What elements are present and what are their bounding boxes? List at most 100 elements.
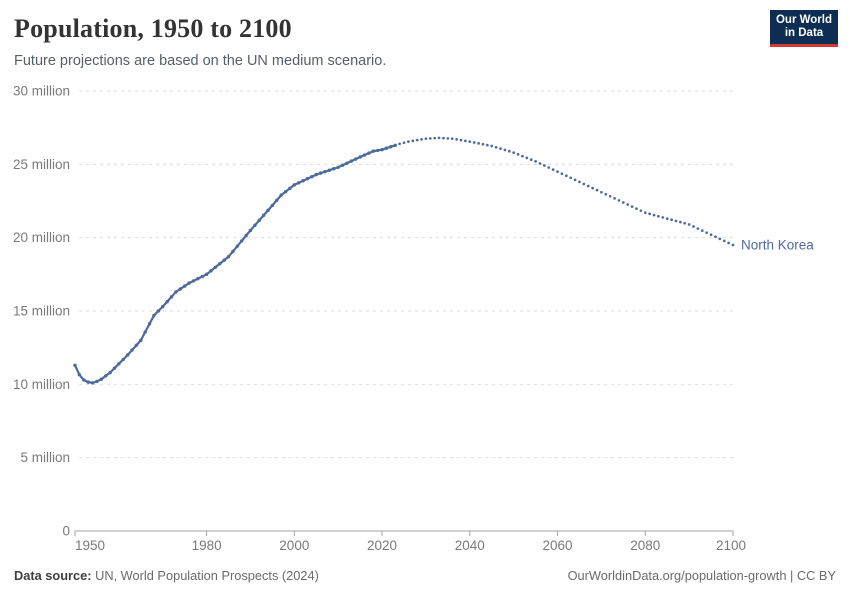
- series-marker-projection: [604, 192, 608, 196]
- series-marker-estimate: [143, 330, 147, 334]
- series-marker-projection: [692, 225, 695, 228]
- series-marker-projection: [446, 137, 450, 140]
- series-marker-estimate: [292, 183, 297, 187]
- series-marker-estimate: [375, 148, 380, 153]
- x-tick-label: 2040: [455, 538, 485, 553]
- series-marker-projection: [722, 239, 726, 243]
- series-marker-projection: [556, 170, 559, 174]
- series-marker-projection: [600, 190, 603, 194]
- series-marker-projection: [538, 162, 542, 165]
- series-marker-estimate: [204, 272, 209, 277]
- x-tick-label: 1950: [75, 538, 105, 553]
- series-marker-projection: [415, 138, 419, 142]
- series-marker-projection: [424, 137, 428, 141]
- series-marker-projection: [516, 153, 520, 156]
- series-marker-estimate: [310, 174, 314, 179]
- series-marker-estimate: [305, 177, 310, 181]
- series-marker-estimate: [354, 157, 358, 161]
- series-marker-estimate: [174, 290, 178, 294]
- owid-logo-line2: in Data: [784, 27, 824, 39]
- x-tick-label: 2080: [630, 538, 660, 553]
- series-marker-estimate: [332, 167, 336, 171]
- series-marker-estimate: [248, 228, 253, 233]
- series-marker-projection: [411, 139, 415, 143]
- series-marker-estimate: [349, 159, 354, 163]
- y-tick-label: 30 million: [13, 84, 70, 99]
- series-marker-projection: [551, 168, 555, 171]
- series-marker-estimate: [327, 168, 332, 172]
- series-marker-estimate: [297, 181, 301, 185]
- data-source-label: Data source:: [14, 568, 92, 583]
- series-marker-projection: [564, 174, 568, 178]
- series-marker-estimate: [178, 287, 182, 291]
- credit-link[interactable]: OurWorldinData.org/population-growth | C…: [567, 568, 836, 583]
- series-marker-projection: [617, 199, 621, 202]
- series-marker-projection: [731, 243, 735, 247]
- series-marker-estimate: [345, 161, 349, 165]
- data-source-value: UN, World Population Prospects (2024): [91, 568, 319, 583]
- series-marker-estimate: [389, 145, 393, 149]
- series-marker-projection: [665, 217, 669, 220]
- series-marker-projection: [529, 158, 533, 161]
- series-marker-projection: [582, 182, 586, 186]
- series-marker-projection: [521, 154, 524, 158]
- series-marker-estimate: [104, 374, 108, 378]
- series-marker-estimate: [275, 198, 279, 202]
- series-marker-projection: [674, 219, 678, 223]
- series-marker-projection: [718, 237, 722, 241]
- series-marker-projection: [507, 149, 511, 153]
- series-marker-estimate: [182, 284, 187, 288]
- series-marker-projection: [420, 138, 423, 141]
- series-marker-estimate: [196, 277, 200, 281]
- series-marker-estimate: [99, 377, 104, 381]
- y-tick-label: 15 million: [13, 304, 70, 319]
- x-tick-label: 2100: [716, 538, 746, 553]
- series-marker-estimate: [244, 233, 248, 238]
- series-marker-estimate: [187, 281, 191, 285]
- series-marker-estimate: [261, 213, 266, 218]
- series-marker-projection: [648, 212, 652, 216]
- series-marker-projection: [450, 137, 454, 141]
- series-marker-estimate: [288, 186, 292, 190]
- series-marker-estimate: [213, 265, 218, 269]
- series-line-estimates: [73, 144, 397, 384]
- series-marker-estimate: [147, 322, 152, 326]
- series-marker-estimate: [384, 146, 389, 150]
- series-marker-estimate: [301, 179, 305, 183]
- entity-label[interactable]: North Korea: [741, 238, 814, 253]
- series-marker-projection: [459, 138, 463, 142]
- series-marker-projection: [595, 188, 599, 192]
- series-marker-estimate: [209, 269, 213, 273]
- series-marker-estimate: [156, 309, 161, 313]
- page-title: Population, 1950 to 2100: [14, 14, 292, 43]
- series-marker-projection: [705, 231, 709, 235]
- series-marker-estimate: [112, 366, 117, 370]
- series-marker-projection: [560, 172, 564, 176]
- x-tick-label: 2020: [367, 538, 397, 553]
- y-tick-label: 10 million: [13, 377, 70, 392]
- series-marker-estimate: [358, 155, 362, 159]
- series-marker-projection: [485, 143, 489, 147]
- series-marker-estimate: [380, 147, 384, 152]
- series-marker-projection: [670, 218, 673, 222]
- series-marker-projection: [481, 142, 485, 146]
- series-marker-estimate: [318, 171, 323, 175]
- series-marker-projection: [407, 140, 410, 143]
- owid-logo[interactable]: Our World in Data: [770, 10, 838, 47]
- series-marker-projection: [543, 164, 546, 167]
- series-marker-estimate: [218, 262, 222, 266]
- series-marker-projection: [464, 139, 467, 143]
- series-marker-estimate: [235, 244, 240, 248]
- series-marker-projection: [727, 241, 730, 245]
- x-tick-label: 2000: [279, 538, 309, 553]
- x-tick-label: 1980: [192, 538, 222, 553]
- series-marker-projection: [687, 223, 691, 226]
- series-marker-projection: [547, 166, 551, 169]
- series-marker-estimate: [226, 255, 231, 259]
- y-tick-label: 0: [62, 524, 70, 539]
- series-marker-projection: [657, 214, 660, 218]
- y-tick-label: 25 million: [13, 157, 70, 172]
- series-marker-projection: [573, 178, 577, 182]
